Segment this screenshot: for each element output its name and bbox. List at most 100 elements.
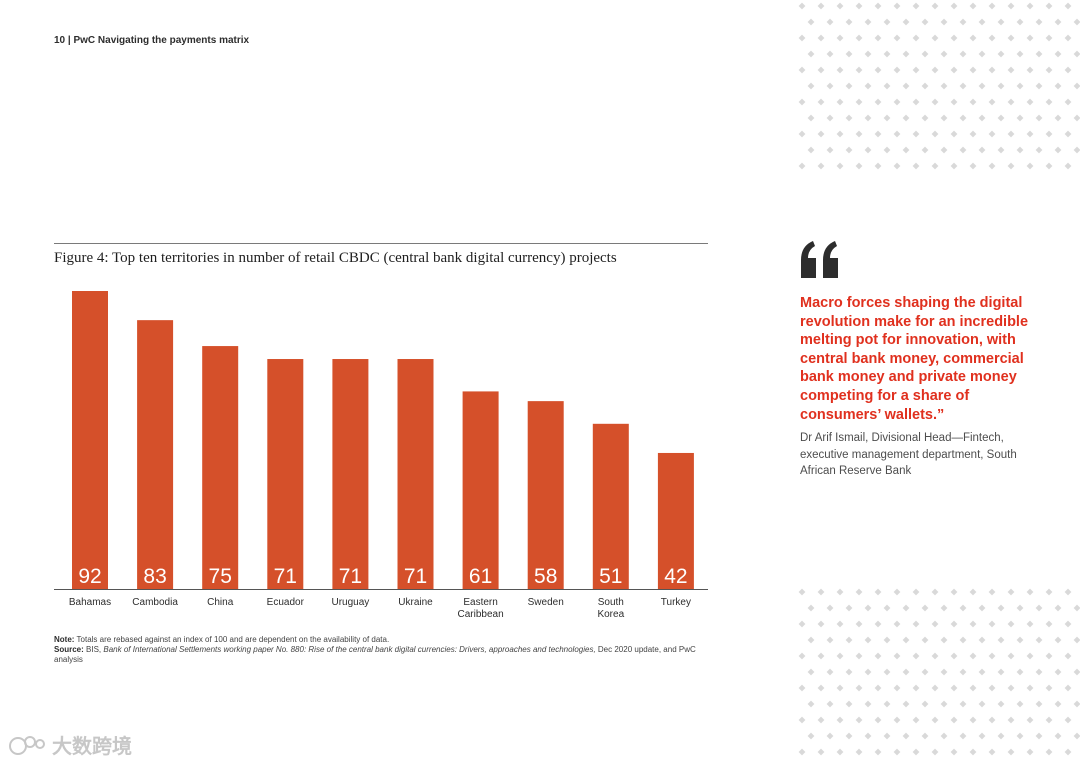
- watermark: 大数跨境: [8, 730, 132, 759]
- decorative-dot: [1016, 18, 1024, 26]
- decorative-dot: [940, 732, 948, 740]
- category-label: South Korea: [597, 597, 624, 620]
- category-label: Cambodia: [132, 597, 178, 608]
- decorative-dot: [807, 114, 815, 122]
- decorative-dot: [940, 114, 948, 122]
- decorative-dot: [826, 700, 834, 708]
- decorative-dot: [1026, 98, 1034, 106]
- decorative-dot: [1016, 50, 1024, 58]
- decorative-dot: [893, 66, 901, 74]
- decorative-dot: [874, 130, 882, 138]
- decorative-dot: [950, 98, 958, 106]
- decorative-dot: [1007, 130, 1015, 138]
- decorative-dot: [931, 98, 939, 106]
- decorative-dot: [931, 716, 939, 724]
- decorative-dot: [1054, 604, 1062, 612]
- decorative-dot: [921, 82, 929, 90]
- decorative-dot: [893, 716, 901, 724]
- decorative-dot: [836, 620, 844, 628]
- decorative-dot: [874, 748, 882, 756]
- decorative-dot: [874, 620, 882, 628]
- decorative-dot: [1016, 668, 1024, 676]
- decorative-dot: [1035, 604, 1043, 612]
- decorative-dot: [902, 18, 910, 26]
- decorative-dot: [874, 98, 882, 106]
- decorative-dot: [883, 82, 891, 90]
- decorative-dot: [864, 114, 872, 122]
- decorative-dot: [836, 684, 844, 692]
- source-label: Source:: [54, 645, 84, 654]
- decorative-dot: [902, 636, 910, 644]
- decorative-dot: [997, 732, 1005, 740]
- decorative-dot: [817, 748, 825, 756]
- category-label: Turkey: [661, 597, 691, 608]
- decorative-dot: [817, 716, 825, 724]
- decorative-dot: [1035, 82, 1043, 90]
- decorative-dot: [1035, 114, 1043, 122]
- category-label: Ukraine: [398, 597, 433, 608]
- decorative-dot: [997, 604, 1005, 612]
- decorative-dot: [864, 146, 872, 154]
- decorative-dot: [1064, 620, 1072, 628]
- decorative-dot: [836, 162, 844, 170]
- decorative-dot: [1064, 748, 1072, 756]
- decorative-dot: [855, 2, 863, 10]
- decorative-dot: [855, 620, 863, 628]
- decorative-dot: [959, 604, 967, 612]
- quotation-mark-icon: [801, 241, 838, 278]
- chart-bar: [267, 359, 304, 589]
- decorative-dot: [798, 34, 806, 42]
- decorative-dot: [1064, 130, 1072, 138]
- decorative-dot: [1064, 98, 1072, 106]
- decorative-dot: [997, 114, 1005, 122]
- decorative-dot: [826, 732, 834, 740]
- decorative-dot: [902, 50, 910, 58]
- decorative-dot: [1035, 700, 1043, 708]
- decorative-dot: [1016, 146, 1024, 154]
- decorative-dot: [1016, 114, 1024, 122]
- bar-value-label: 71: [339, 565, 362, 588]
- decorative-dot: [950, 34, 958, 42]
- decorative-dot: [931, 684, 939, 692]
- pull-quote: Macro forces shaping the digital revolut…: [800, 295, 1029, 423]
- bar-value-label: 83: [143, 565, 166, 588]
- decorative-dot: [855, 98, 863, 106]
- chart-bar: [137, 320, 174, 589]
- decorative-dot: [1007, 716, 1015, 724]
- decorative-dot: [798, 98, 806, 106]
- decorative-dot: [988, 162, 996, 170]
- decorative-dot: [931, 34, 939, 42]
- decorative-dot: [940, 636, 948, 644]
- decorative-dot: [798, 716, 806, 724]
- decorative-dot: [798, 162, 806, 170]
- decorative-dot: [1045, 130, 1053, 138]
- decorative-dot: [912, 130, 920, 138]
- decorative-dot: [940, 18, 948, 26]
- decorative-dot: [826, 114, 834, 122]
- decorative-dot: [940, 82, 948, 90]
- decorative-dot: [1026, 748, 1034, 756]
- decorative-dot: [1045, 684, 1053, 692]
- decorative-dot: [921, 18, 929, 26]
- decorative-dot: [1007, 98, 1015, 106]
- bar-value-label: 61: [469, 565, 492, 588]
- decorative-dot: [978, 18, 986, 26]
- decorative-dot: [798, 588, 806, 596]
- decorative-dot: [912, 98, 920, 106]
- decorative-dot: [997, 636, 1005, 644]
- decorative-dot: [1016, 732, 1024, 740]
- decorative-dot: [940, 50, 948, 58]
- decorative-dot: [874, 162, 882, 170]
- decorative-dot: [1016, 636, 1024, 644]
- decorative-dot: [1054, 82, 1062, 90]
- decorative-dot: [1054, 146, 1062, 154]
- decorative-dot: [855, 684, 863, 692]
- decorative-dot: [988, 652, 996, 660]
- chart-bar: [657, 452, 694, 589]
- decorative-dot: [883, 636, 891, 644]
- decorative-dot: [1045, 2, 1053, 10]
- note-line: Note: Totals are rebased against an inde…: [54, 635, 704, 645]
- decorative-dot: [874, 34, 882, 42]
- chart-bar: [527, 401, 564, 589]
- decorative-dot: [921, 732, 929, 740]
